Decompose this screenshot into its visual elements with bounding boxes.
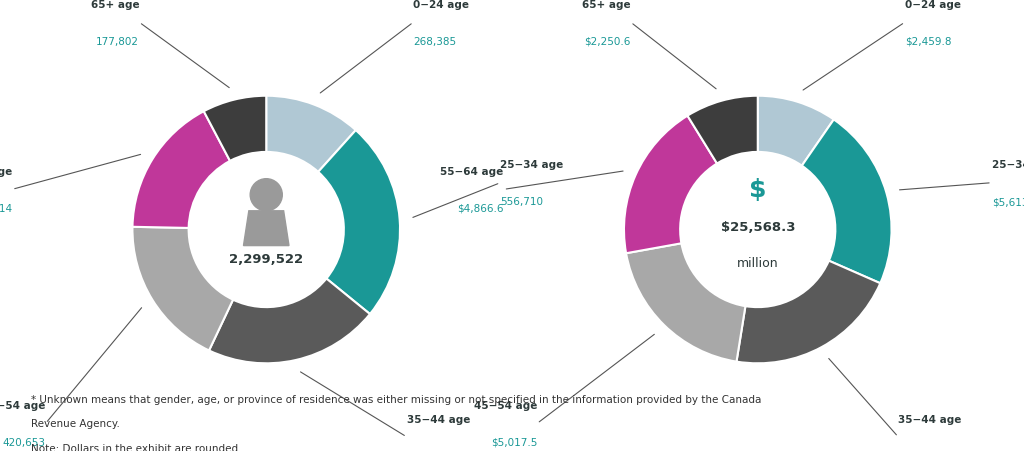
Text: Canada Recovery Benefit recipients by age group: Canada Recovery Benefit recipients by ag… — [261, 31, 763, 48]
Text: $5,360.2: $5,360.2 — [898, 450, 944, 451]
Wedge shape — [687, 97, 758, 164]
Text: $: $ — [749, 178, 767, 202]
Polygon shape — [244, 212, 289, 246]
Circle shape — [250, 179, 283, 212]
Text: 0−24 age: 0−24 age — [905, 0, 961, 10]
Text: 65+ age: 65+ age — [90, 0, 139, 10]
Text: 45−54 age: 45−54 age — [474, 400, 537, 410]
Text: $2,250.6: $2,250.6 — [585, 37, 631, 46]
Text: 65+ age: 65+ age — [582, 0, 631, 10]
Wedge shape — [209, 279, 370, 364]
Text: 25−34 age: 25−34 age — [501, 160, 563, 170]
Wedge shape — [758, 97, 834, 166]
Text: 55−64 age: 55−64 age — [440, 166, 504, 177]
Text: 35−44 age: 35−44 age — [898, 414, 962, 423]
Wedge shape — [132, 227, 233, 351]
Text: $25,568.3: $25,568.3 — [721, 221, 795, 234]
Wedge shape — [626, 244, 745, 362]
Text: 25−34 age: 25−34 age — [992, 160, 1024, 170]
Text: 35−44 age: 35−44 age — [407, 414, 470, 423]
Wedge shape — [736, 261, 881, 364]
Text: $5,017.5: $5,017.5 — [490, 437, 537, 447]
Wedge shape — [624, 116, 717, 253]
Text: * Unknown means that gender, age, or province of residence was either missing or: * Unknown means that gender, age, or pro… — [31, 394, 761, 404]
Text: 268,385: 268,385 — [414, 37, 457, 46]
Wedge shape — [318, 131, 400, 314]
Text: 55−64 age: 55−64 age — [0, 166, 12, 177]
Text: Note: Dollars in the exhibit are rounded.: Note: Dollars in the exhibit are rounded… — [31, 443, 242, 451]
Text: 389,614: 389,614 — [0, 203, 12, 213]
Wedge shape — [266, 97, 355, 172]
Text: 2,299,522: 2,299,522 — [229, 253, 303, 266]
Text: $5,613.6: $5,613.6 — [992, 197, 1024, 207]
Text: 556,710: 556,710 — [501, 197, 544, 207]
Text: 420,653: 420,653 — [2, 437, 45, 447]
Wedge shape — [132, 112, 230, 228]
Text: 486,358: 486,358 — [407, 450, 450, 451]
Wedge shape — [802, 120, 892, 284]
Text: Revenue Agency.: Revenue Agency. — [31, 418, 120, 428]
Text: $4,866.6: $4,866.6 — [457, 203, 504, 213]
Text: 45−54 age: 45−54 age — [0, 400, 45, 410]
Text: $2,459.8: $2,459.8 — [905, 37, 951, 46]
Wedge shape — [204, 97, 266, 161]
Text: 0−24 age: 0−24 age — [414, 0, 469, 10]
Text: 177,802: 177,802 — [96, 37, 139, 46]
Text: million: million — [737, 257, 778, 270]
